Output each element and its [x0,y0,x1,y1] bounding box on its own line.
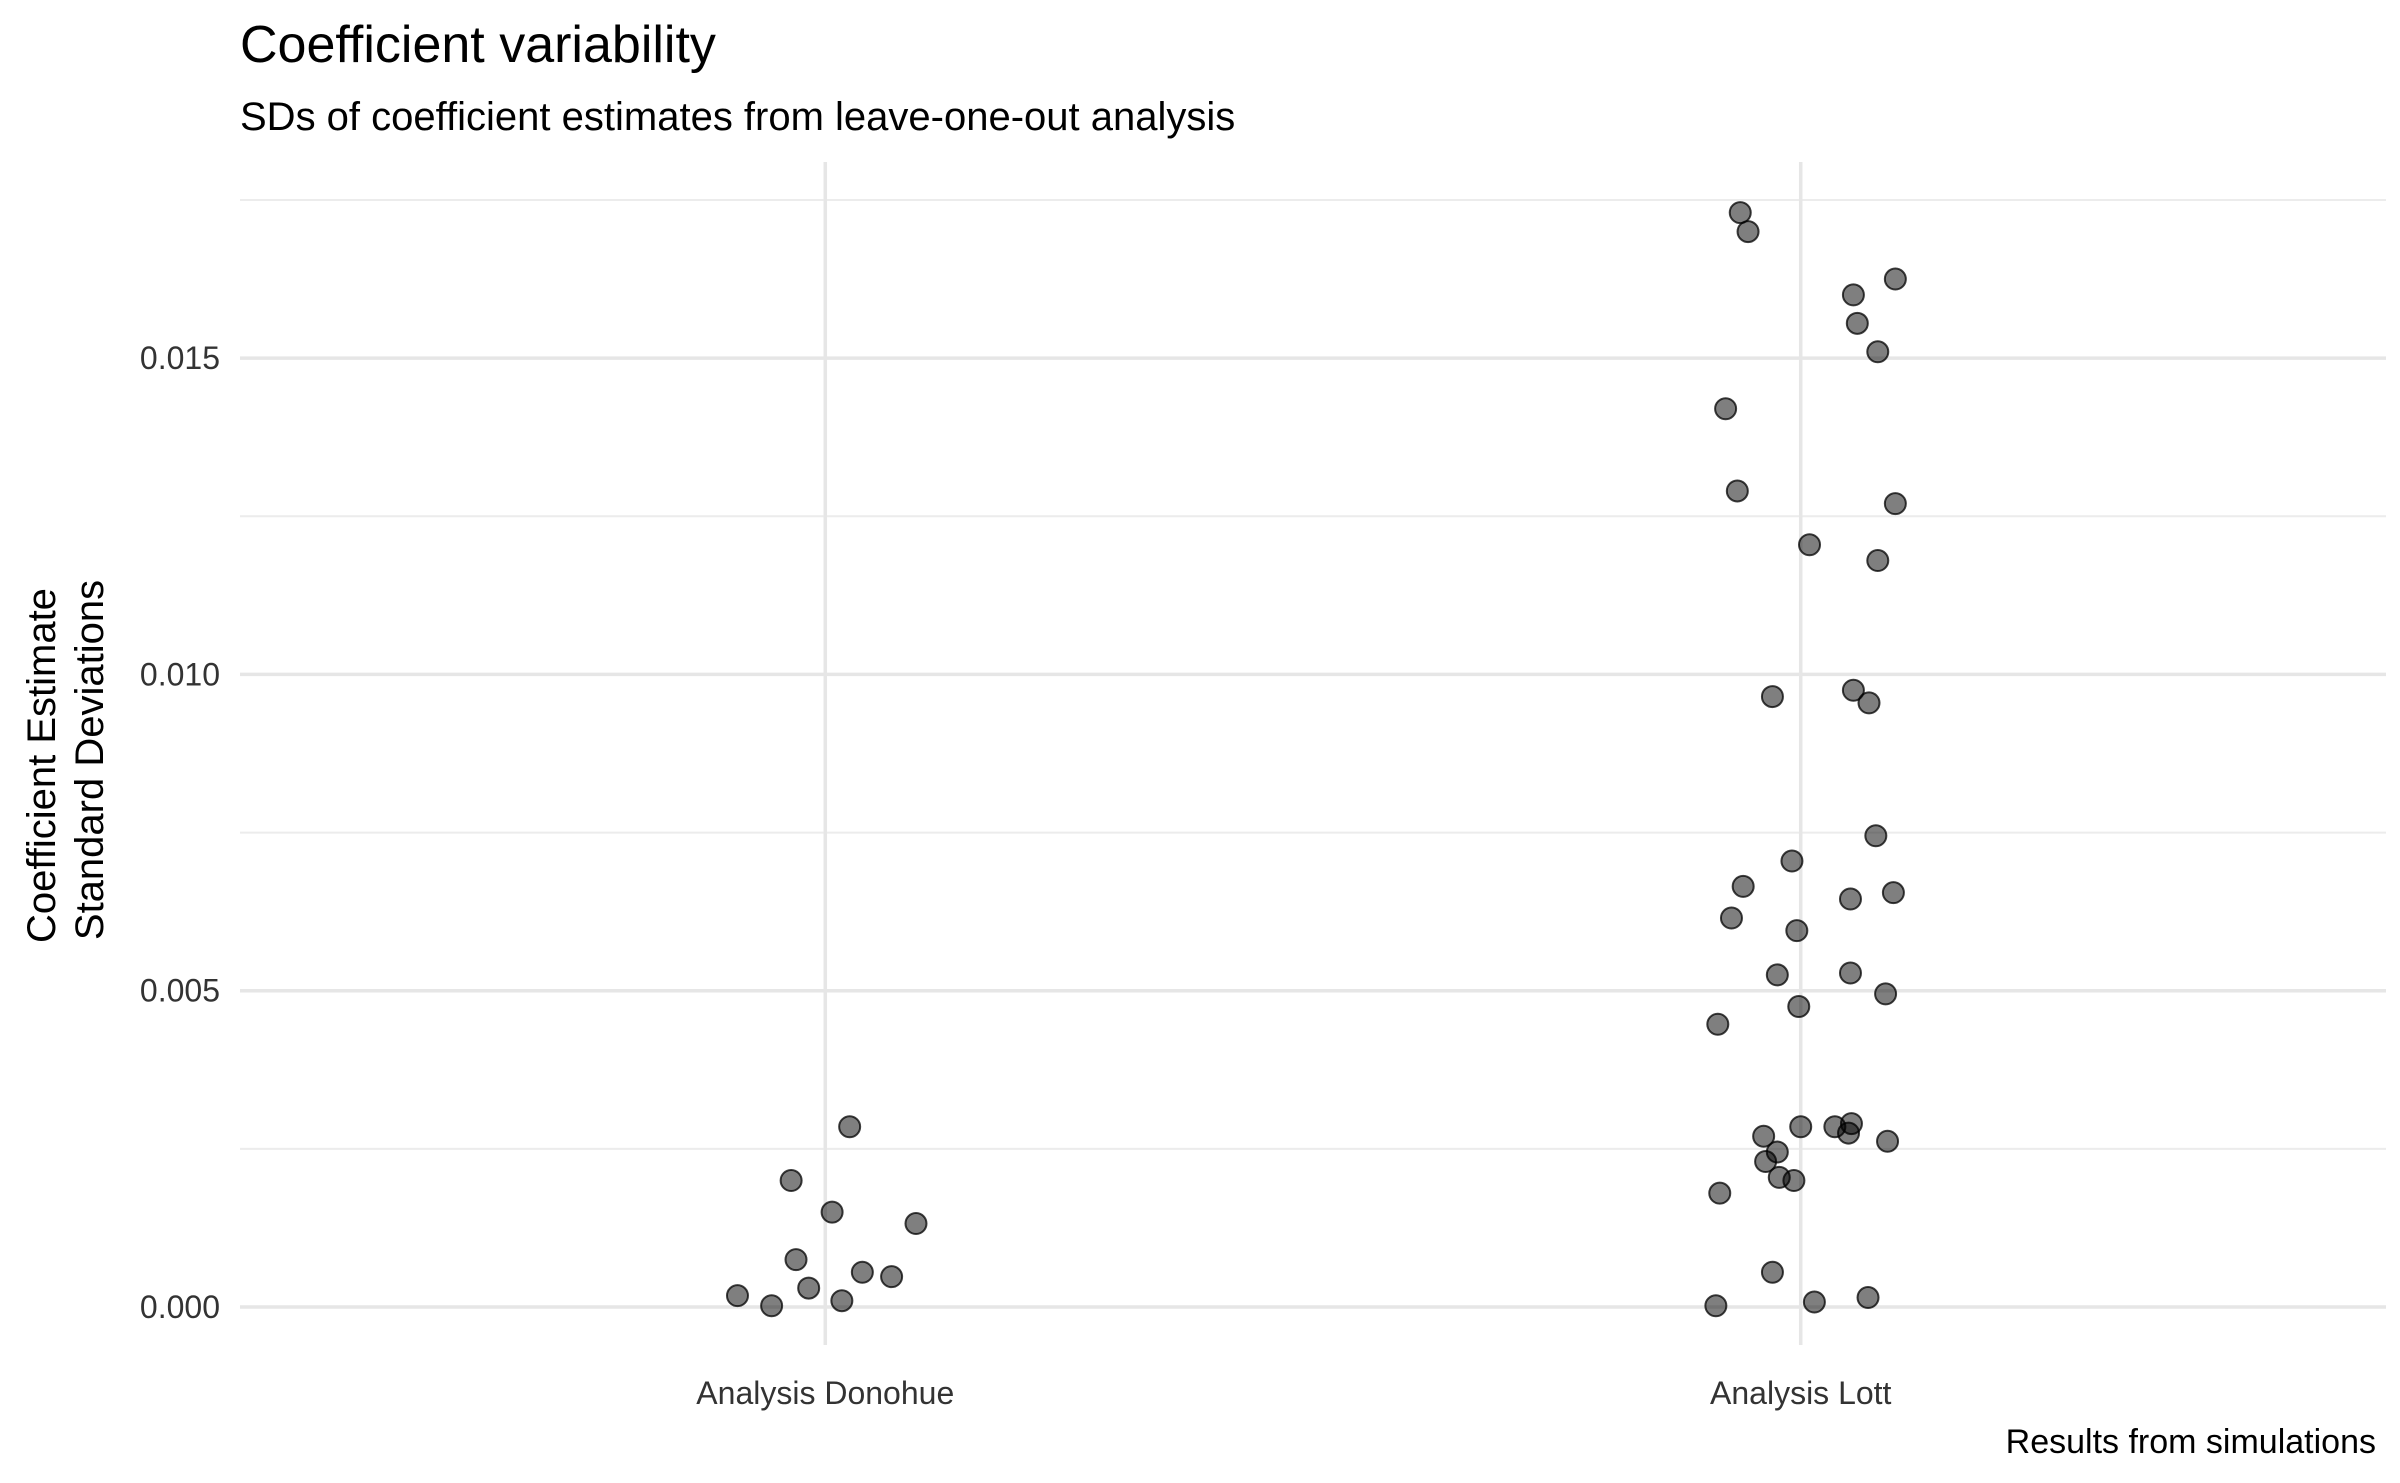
y-axis-title-line-1: Coefficient Estimate [20,588,64,943]
data-point [1838,961,1862,985]
data-point [1883,492,1907,516]
data-point [1841,283,1865,307]
data-point [1802,1290,1826,1314]
y-tick-label: 0.000 [140,1289,220,1325]
data-point [880,1265,904,1289]
data-point [1856,1286,1880,1310]
y-tick-label: 0.015 [140,340,220,376]
chart-caption: Results from simulations [2006,1423,2376,1461]
data-point [797,1276,821,1300]
data-point [1728,201,1752,225]
data-point [1719,906,1743,930]
data-points [725,201,1907,1318]
data-point [1725,479,1749,503]
data-point [1876,1129,1900,1153]
data-point [1785,919,1809,943]
data-point [1765,963,1789,987]
data-point [760,1294,784,1318]
data-point [1841,678,1865,702]
data-point [1874,982,1898,1006]
y-tick-label: 0.010 [140,656,220,692]
y-axis-ticks: 0.000 0.005 0.010 0.015 [140,340,220,1325]
data-point [904,1212,928,1236]
x-axis-ticks: Analysis Donohue Analysis Lott [696,1375,1891,1411]
plot-panel [240,162,2386,1345]
data-point [1798,533,1822,557]
data-point [1837,1121,1861,1145]
data-point [1845,311,1869,335]
x-tick-label: Analysis Lott [1710,1375,1892,1411]
data-point [820,1200,844,1224]
data-point [1760,1260,1784,1284]
data-point [1883,267,1907,291]
data-point [1706,1012,1730,1036]
data-point [1866,549,1890,573]
data-point [850,1260,874,1284]
data-point [1714,397,1738,421]
data-point [1736,220,1760,244]
data-point [1857,691,1881,715]
data-point [1731,874,1755,898]
data-point [1752,1124,1776,1148]
major-gridlines [240,162,2386,1345]
data-point [1866,340,1890,364]
minor-gridlines [240,198,2386,1150]
data-point [1881,881,1905,905]
x-tick-label: Analysis Donohue [696,1375,954,1411]
data-point [784,1248,808,1272]
data-point [838,1115,862,1139]
y-tick-label: 0.005 [140,973,220,1009]
data-point [725,1284,749,1308]
data-point [1704,1294,1728,1318]
data-point [779,1169,803,1193]
chart-subtitle: SDs of coefficient estimates from leave-… [240,95,1235,139]
data-point [1780,849,1804,873]
y-axis-title-line-2: Standard Deviations [68,580,112,940]
data-point [1760,685,1784,709]
data-point [1754,1150,1778,1174]
y-axis-title: Coefficient Estimate Standard Deviations [20,577,112,943]
data-point [1708,1181,1732,1205]
data-point [1782,1169,1806,1193]
data-point [1789,1115,1813,1139]
data-point [830,1289,854,1313]
chart-title: Coefficient variability [240,16,716,74]
data-point [1838,887,1862,911]
data-point [1864,824,1888,848]
data-point [1787,995,1811,1019]
